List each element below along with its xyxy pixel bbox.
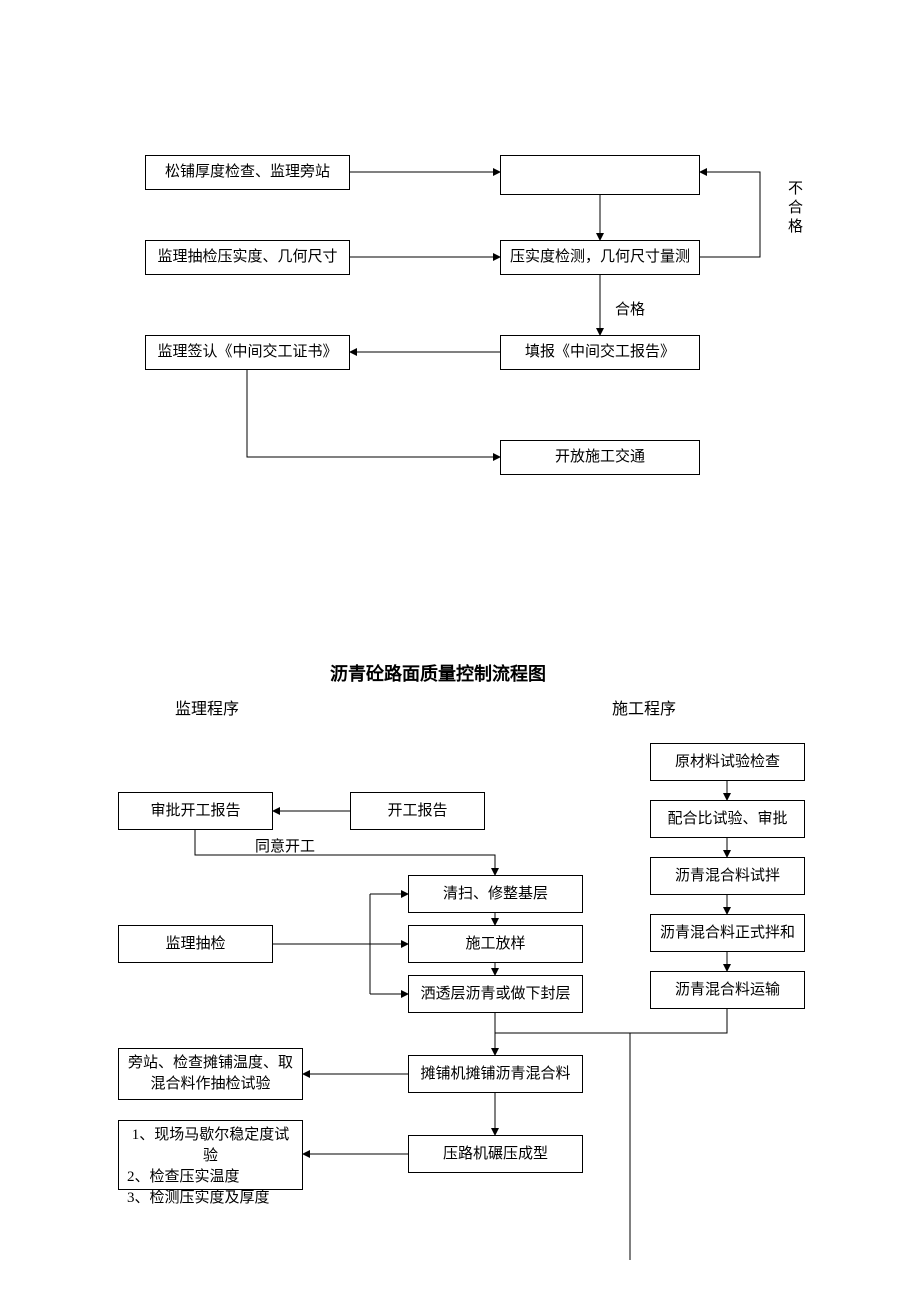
node-formal-mix: 沥青混合料正式拌和	[650, 914, 805, 952]
label: 审批开工报告	[150, 801, 240, 822]
node-start-report: 开工报告	[350, 792, 485, 830]
label: 沥青混合料试拌	[675, 866, 780, 887]
node-prime-coat: 洒透层沥青或做下封层	[408, 975, 583, 1013]
edge-label-agree: 同意开工	[255, 835, 315, 856]
node-supervise-sample: 监理抽检	[118, 925, 273, 963]
label: 摊铺机摊铺沥青混合料	[420, 1064, 570, 1085]
node-open-traffic: 开放施工交通	[500, 440, 700, 475]
label: 洒透层沥青或做下封层	[420, 984, 570, 1005]
connectors	[0, 0, 920, 1302]
label: 清扫、修整基层	[443, 884, 548, 905]
label: 配合比试验、审批	[667, 809, 787, 830]
label: 旁站、检查摊铺温度、取混合料作抽检试验	[127, 1053, 294, 1095]
label: 压实度检测，几何尺寸量测	[510, 247, 690, 268]
left-heading: 监理程序	[175, 695, 239, 719]
node-thickness-check: 松铺厚度检查、监理旁站	[145, 155, 350, 190]
right-heading: 施工程序	[612, 695, 676, 719]
label: 施工放样	[465, 934, 525, 955]
node-fill-report: 填报《中间交工报告》	[500, 335, 700, 370]
node-compaction-measure: 压实度检测，几何尺寸量测	[500, 240, 700, 275]
label: 监理抽检压实度、几何尺寸	[157, 247, 337, 268]
node-empty	[500, 155, 700, 195]
node-pave-temp-check: 旁站、检查摊铺温度、取混合料作抽检试验	[118, 1048, 303, 1100]
label: 沥青混合料运输	[675, 980, 780, 1001]
label: 监理抽检	[165, 934, 225, 955]
label: 沥青混合料正式拌和	[660, 923, 795, 944]
node-approve-report: 审批开工报告	[118, 792, 273, 830]
label: 填报《中间交工报告》	[525, 342, 675, 363]
label-1: 1、现场马歇尔稳定度试验	[127, 1125, 294, 1167]
diagram2-title: 沥青砼路面质量控制流程图	[330, 660, 546, 686]
node-onsite-tests: 1、现场马歇尔稳定度试验 2、检查压实温度 3、检测压实度及厚度	[118, 1120, 303, 1190]
edge-label-fail: 不合格	[784, 180, 805, 237]
node-transport: 沥青混合料运输	[650, 971, 805, 1009]
edge-label-pass: 合格	[615, 298, 645, 319]
node-mix-ratio: 配合比试验、审批	[650, 800, 805, 838]
node-compaction-check: 监理抽检压实度、几何尺寸	[145, 240, 350, 275]
node-raw-test: 原材料试验检查	[650, 743, 805, 781]
label: 开放施工交通	[555, 447, 645, 468]
label: 开工报告	[387, 801, 447, 822]
node-trial-mix: 沥青混合料试拌	[650, 857, 805, 895]
label: 压路机碾压成型	[443, 1144, 548, 1165]
label-2: 2、检查压实温度	[127, 1167, 240, 1188]
node-paver: 摊铺机摊铺沥青混合料	[408, 1055, 583, 1093]
label: 监理签认《中间交工证书》	[157, 342, 337, 363]
node-rolling: 压路机碾压成型	[408, 1135, 583, 1173]
label: 松铺厚度检查、监理旁站	[165, 162, 330, 183]
label: 原材料试验检查	[675, 752, 780, 773]
node-sign-cert: 监理签认《中间交工证书》	[145, 335, 350, 370]
node-clean-base: 清扫、修整基层	[408, 875, 583, 913]
node-stake-out: 施工放样	[408, 925, 583, 963]
label-3: 3、检测压实度及厚度	[127, 1188, 270, 1209]
